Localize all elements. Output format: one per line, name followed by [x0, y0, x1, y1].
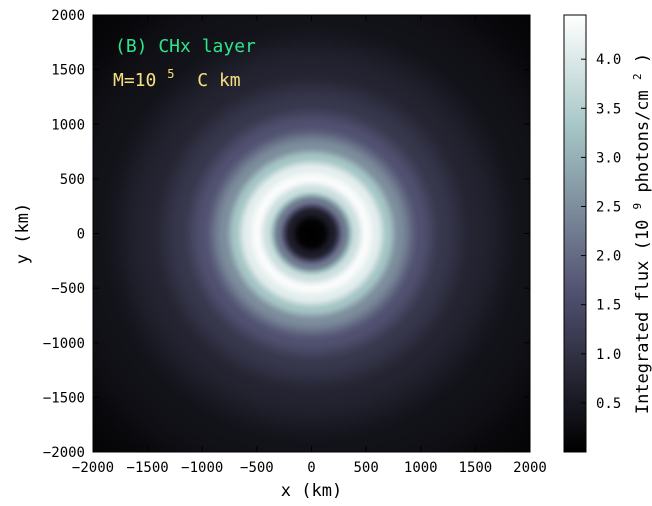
y-tick-label: −1000 [43, 336, 85, 352]
colorbar-label-suffix: ) [633, 53, 652, 63]
colorbar-ticks: 0.5 1.0 1.5 2.0 2.5 3.0 3.5 4.0 [581, 52, 621, 412]
colorbar-tick-label: 0.5 [596, 396, 621, 412]
x-tick-label: 0 [307, 460, 315, 476]
axis-ticks: −2000 −1500 −1000 −500 0 500 1000 1500 2000 −2000… [43, 8, 547, 476]
mass-prefix: M=10 [113, 70, 156, 91]
y-tick-label: 2000 [51, 8, 85, 24]
colorbar-tick-label: 1.5 [596, 298, 621, 314]
colorbar-label-middle: photons/cm [633, 90, 652, 192]
colorbar-tick-label: 4.0 [596, 52, 621, 68]
mass-exponent: 5 [167, 67, 174, 81]
x-tick-label: 2000 [513, 460, 547, 476]
x-tick-label: 500 [353, 460, 378, 476]
y-tick-label: 500 [60, 172, 85, 188]
x-axis-label: x (km) [281, 481, 342, 501]
y-tick-label: 1500 [51, 63, 85, 79]
colorbar-label-prefix: Integrated flux (10 [633, 220, 652, 414]
x-tick-label: −2000 [72, 460, 114, 476]
colorbar-label-exp1: 9 [631, 203, 644, 210]
colorbar-tick-label: 1.0 [596, 347, 621, 363]
x-tick-label: 1500 [459, 460, 493, 476]
colorbar-tick-label: 3.0 [596, 150, 621, 166]
mass-label: M=10 5 C km [113, 62, 241, 91]
colorbar-tick-label: 2.0 [596, 249, 621, 265]
mass-suffix: C km [197, 70, 240, 91]
y-tick-label: 0 [77, 227, 85, 243]
x-tick-label: 1000 [404, 460, 438, 476]
y-tick-label: 1000 [51, 117, 85, 133]
colorbar-label: Integrated flux (10 9 photons/cm 2 ) [626, 53, 652, 414]
x-tick-label: −500 [240, 460, 274, 476]
colorbar-tick-label: 3.5 [596, 101, 621, 117]
colorbar [563, 14, 587, 453]
colorbar-gradient [564, 15, 586, 452]
plot-area [92, 14, 531, 453]
y-tick-label: −500 [51, 281, 85, 297]
y-tick-label: −2000 [43, 445, 85, 461]
heatmap-image [93, 15, 530, 452]
panel-label: (B) CHx layer [115, 36, 256, 57]
y-axis-label: y (km) [13, 203, 33, 264]
x-tick-label: −1000 [181, 460, 223, 476]
x-tick-label: −1500 [127, 460, 169, 476]
colorbar-tick-label: 2.5 [596, 199, 621, 215]
colorbar-label-exp2: 2 [631, 73, 644, 80]
y-tick-label: −1500 [43, 390, 85, 406]
colorbar-frame [563, 14, 587, 453]
